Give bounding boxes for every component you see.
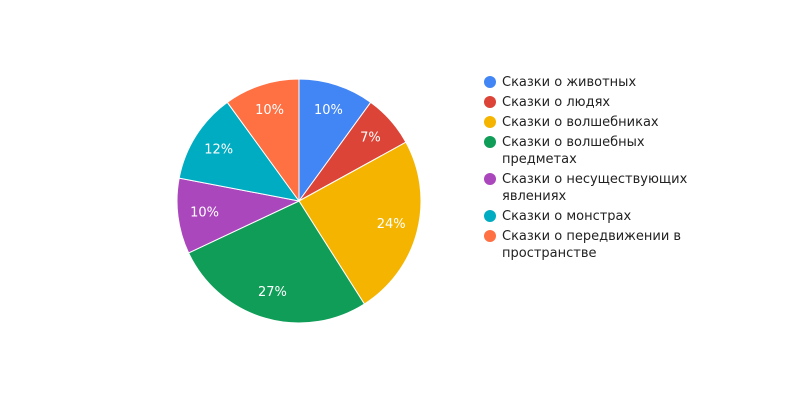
- slice: [298, 78, 372, 203]
- legend-item: Сказки о людях: [484, 94, 694, 111]
- legend: Сказки о животных Сказки о людях Сказки о …: [484, 74, 694, 265]
- legend-label: Сказки о передвижении в пространстве: [502, 229, 682, 261]
- legend-item: Сказки о волшебных предметах: [484, 134, 694, 168]
- legend-item: Сказки о несуществующих явлениях: [484, 171, 694, 205]
- slice: [178, 101, 301, 202]
- legend-label: Сказки о волшебниках: [502, 115, 659, 130]
- slice-label: 12%: [204, 143, 233, 158]
- legend-label: Сказки о монстрах: [502, 209, 632, 224]
- legend-item: Сказки о монстрах: [484, 208, 694, 225]
- slice-label: 27%: [258, 285, 287, 300]
- slice-label: 10%: [190, 205, 219, 220]
- slice: [226, 78, 300, 203]
- legend-label: Сказки о несуществующих явлениях: [502, 172, 688, 204]
- legend-item: Сказки о передвижении в пространстве: [484, 228, 694, 262]
- legend-label: Сказки о животных: [502, 75, 637, 90]
- legend-item: Сказки о волшебниках: [484, 114, 694, 131]
- slice-label: 24%: [377, 217, 406, 232]
- legend-label: Сказки о волшебных предметах: [502, 135, 645, 167]
- legend-marker: [484, 76, 496, 88]
- legend-marker: [484, 136, 496, 148]
- legend-marker: [484, 173, 496, 185]
- legend-marker: [484, 96, 496, 108]
- slice-label: 10%: [255, 103, 284, 118]
- slice: [298, 141, 422, 305]
- legend-item: Сказки о животных: [484, 74, 694, 91]
- legend-marker: [484, 230, 496, 242]
- slice-label: 7%: [360, 131, 381, 146]
- legend-marker: [484, 210, 496, 222]
- slice: [187, 200, 366, 324]
- slice: [176, 177, 301, 254]
- slice-label: 10%: [314, 103, 343, 118]
- legend-label: Сказки о людях: [502, 95, 611, 110]
- legend-marker: [484, 116, 496, 128]
